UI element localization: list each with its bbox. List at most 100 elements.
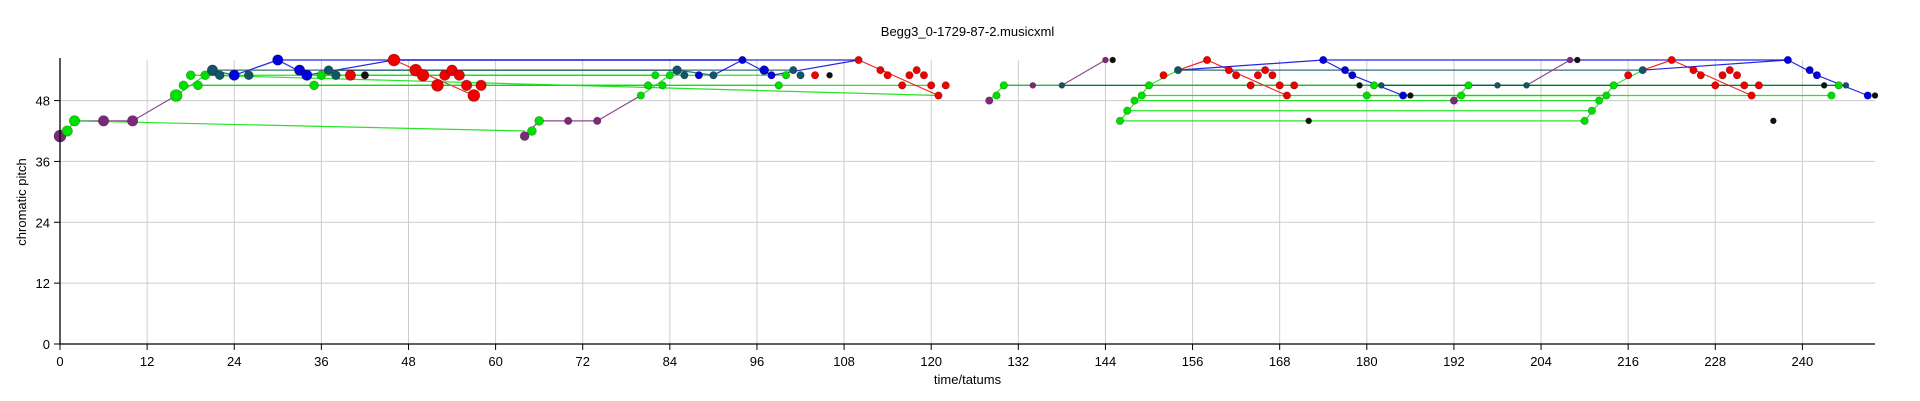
connection-line [1526,59,1571,86]
data-point [1319,55,1328,65]
data-point [1115,116,1125,125]
x-tick-label: 204 [1530,354,1552,369]
y-tick-label: 12 [36,276,50,291]
data-point [61,125,73,137]
data-point [992,91,1001,100]
data-point [1783,55,1792,65]
connection-line [1642,59,1788,71]
data-point [1340,66,1350,75]
data-point [1574,56,1581,64]
data-point [519,131,530,141]
data-point [169,89,183,102]
data-point [1587,106,1596,115]
data-point [665,71,674,80]
data-point [527,126,537,136]
data-point [301,69,313,81]
data-point [1580,116,1589,125]
data-point [1232,71,1241,80]
data-point [934,91,943,100]
connection-line [1061,59,1106,86]
y-tick-label: 24 [36,215,50,230]
x-axis-label: time/tatums [934,372,1002,387]
data-point [453,69,465,81]
data-point [1173,66,1183,75]
data-point [912,66,921,75]
data-point [243,70,254,81]
data-point [1464,81,1473,90]
data-point [1718,71,1727,80]
x-tick-label: 60 [488,354,502,369]
data-point [1740,81,1749,90]
data-point [564,116,573,125]
data-point [738,55,747,65]
x-tick-label: 120 [920,354,942,369]
data-point [826,71,833,79]
data-point [680,71,689,80]
x-tick-label: 132 [1007,354,1029,369]
data-point [810,71,820,80]
data-point [1842,82,1850,89]
data-point [1733,71,1742,80]
data-point [1834,81,1843,90]
data-point [1123,106,1132,115]
x-tick-label: 216 [1617,354,1639,369]
data-point [1754,81,1763,90]
data-point [658,81,667,90]
data-point [98,115,110,127]
data-point [1770,117,1777,125]
data-point [1290,81,1299,90]
data-point [1378,82,1385,89]
data-point [1109,56,1116,64]
data-point [1805,66,1814,75]
x-tick-label: 36 [314,354,328,369]
data-point [767,71,776,80]
x-tick-label: 12 [140,354,154,369]
data-point [360,71,369,80]
data-point [1407,92,1414,99]
connection-line [596,94,642,122]
data-point [1305,117,1313,125]
data-point [228,69,240,81]
data-point [1711,81,1720,90]
connection-line [858,59,939,97]
data-point [1747,91,1756,100]
data-point [68,115,81,127]
data-point [1246,81,1255,90]
data-point [1812,71,1821,80]
connection-line [1642,59,1672,71]
data-point [1595,96,1604,105]
data-point [1348,71,1357,80]
data-point [534,116,544,126]
data-point [1362,91,1371,100]
connection-line [1671,59,1752,97]
x-tick-label: 180 [1356,354,1378,369]
data-point [1725,66,1734,75]
data-point [185,70,196,81]
data-point [387,53,401,67]
connection-line [132,94,177,122]
data-point [636,91,645,100]
data-point [1667,55,1676,65]
data-point [344,69,356,81]
data-point [475,79,487,91]
y-axis-label: chromatic pitch [14,158,29,245]
data-point [1820,82,1828,89]
data-point [416,68,430,82]
data-point [789,66,798,75]
data-point [593,116,602,125]
data-point [214,70,225,81]
data-point [1689,66,1698,75]
data-point [898,81,907,90]
data-point [774,81,783,90]
data-point [1268,71,1277,80]
connection-line [1177,59,1208,71]
data-point [694,71,703,80]
data-point [309,80,319,91]
data-point [1137,91,1146,100]
data-point [644,81,653,90]
data-point [272,54,284,66]
connection-line [713,59,743,76]
data-point [1058,82,1066,89]
x-tick-label: 84 [663,354,677,369]
